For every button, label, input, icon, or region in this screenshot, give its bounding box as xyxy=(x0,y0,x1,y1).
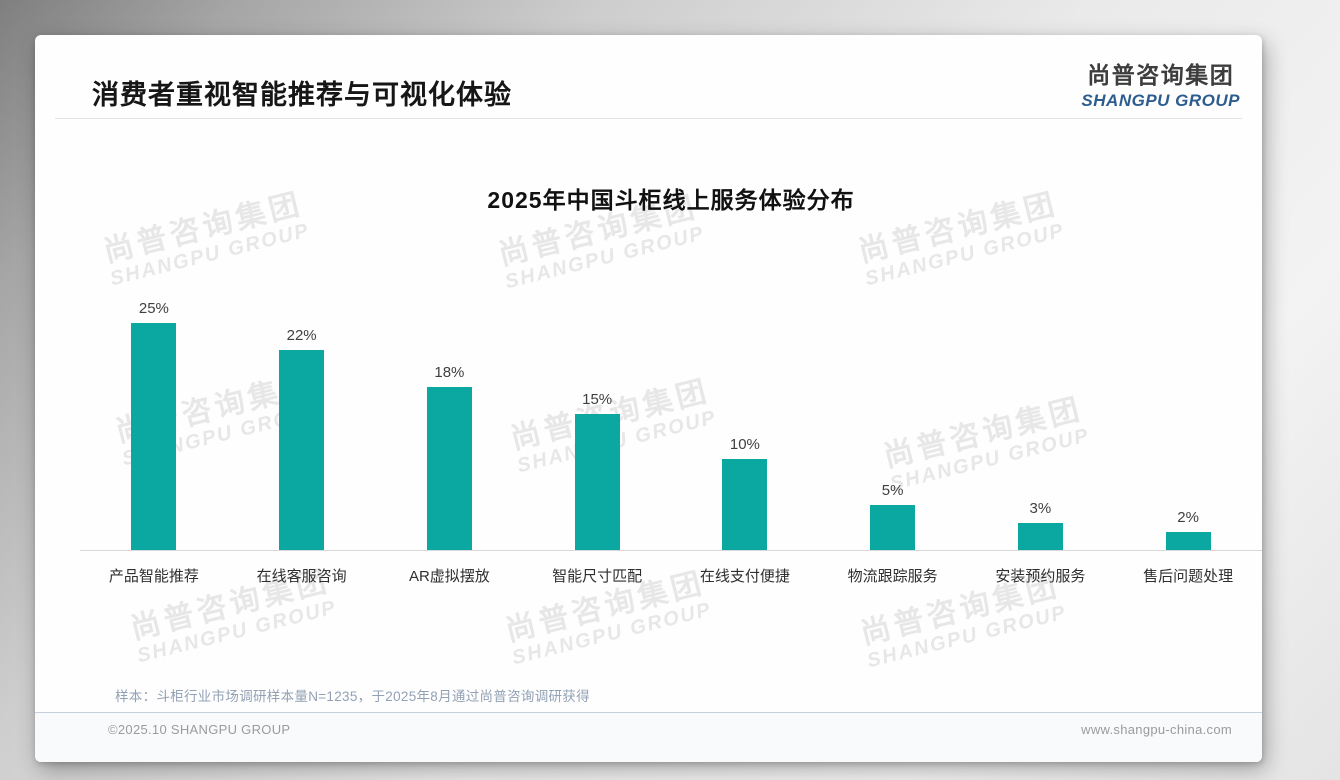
chart-title: 2025年中国斗柜线上服务体验分布 xyxy=(487,187,855,213)
bar-column: 10% xyxy=(671,436,819,550)
category-label: AR虚拟摆放 xyxy=(408,568,490,585)
category-label: 售后问题处理 xyxy=(1143,568,1234,585)
slide-card: 尚普咨询集团 SHANGPU GROUP 尚普咨询集团 SHANGPU GROUP 尚普… xyxy=(35,35,1262,762)
bar-value-label: 5% xyxy=(881,482,904,499)
bar-column: 3% xyxy=(967,500,1115,550)
bar xyxy=(574,414,620,550)
bar-value-label: 18% xyxy=(434,364,465,381)
logo-english-name: SHANGPU GROUP xyxy=(1081,91,1240,110)
header-divider xyxy=(55,118,1242,119)
page-title: 消费者重视智能推荐与可视化体验 xyxy=(92,80,512,110)
bar-column: 25% xyxy=(80,300,228,550)
bar xyxy=(279,350,325,550)
bar xyxy=(1165,532,1211,550)
bar-value-label: 25% xyxy=(138,300,169,317)
bar xyxy=(870,505,916,550)
category-label: 产品智能推荐 xyxy=(108,568,199,585)
category-label: 在线支付便捷 xyxy=(699,568,790,585)
sample-note: 样本：斗柜行业市场调研样本量N=1235，于2025年8月通过尚普咨询调研获得 xyxy=(115,689,590,704)
bar-value-label: 2% xyxy=(1177,509,1199,526)
bar-value-label: 15% xyxy=(582,391,613,408)
bar-value-label: 3% xyxy=(1029,500,1052,517)
bar-column: 15% xyxy=(523,391,671,550)
bar xyxy=(1017,523,1063,550)
footer-website: www.shangpu-china.com xyxy=(1081,722,1232,737)
bar xyxy=(131,323,177,550)
bar-column: 18% xyxy=(376,364,524,550)
footer-bar: ©2025.10 SHANGPU GROUP www.shangpu-china… xyxy=(35,712,1262,762)
bar-value-label: 22% xyxy=(286,327,317,344)
bar-column: 22% xyxy=(228,327,376,550)
company-logo: 尚普咨询集团 SHANGPU GROUP xyxy=(1081,56,1240,111)
category-label: 安装预约服务 xyxy=(995,568,1086,585)
bar xyxy=(722,459,768,550)
footer-copyright: ©2025.10 SHANGPU GROUP xyxy=(108,722,291,737)
category-label: 智能尺寸匹配 xyxy=(552,568,643,585)
bar xyxy=(426,387,472,550)
bar-value-label: 10% xyxy=(729,436,760,453)
category-label: 物流跟踪服务 xyxy=(847,568,938,585)
plot-area: 25% 22% 18% 15% 10% 5% 3% 2% xyxy=(80,271,1262,551)
bar-column: 5% xyxy=(819,482,967,550)
category-row: 产品智能推荐 在线客服咨询 AR虚拟摆放 智能尺寸匹配 在线支付便捷 物流跟踪服务 安装预约… xyxy=(80,565,1262,586)
bar-column: 2% xyxy=(1114,509,1262,550)
logo-chinese-name: 尚普咨询集团 xyxy=(1087,62,1235,88)
category-label: 在线客服咨询 xyxy=(256,568,347,585)
